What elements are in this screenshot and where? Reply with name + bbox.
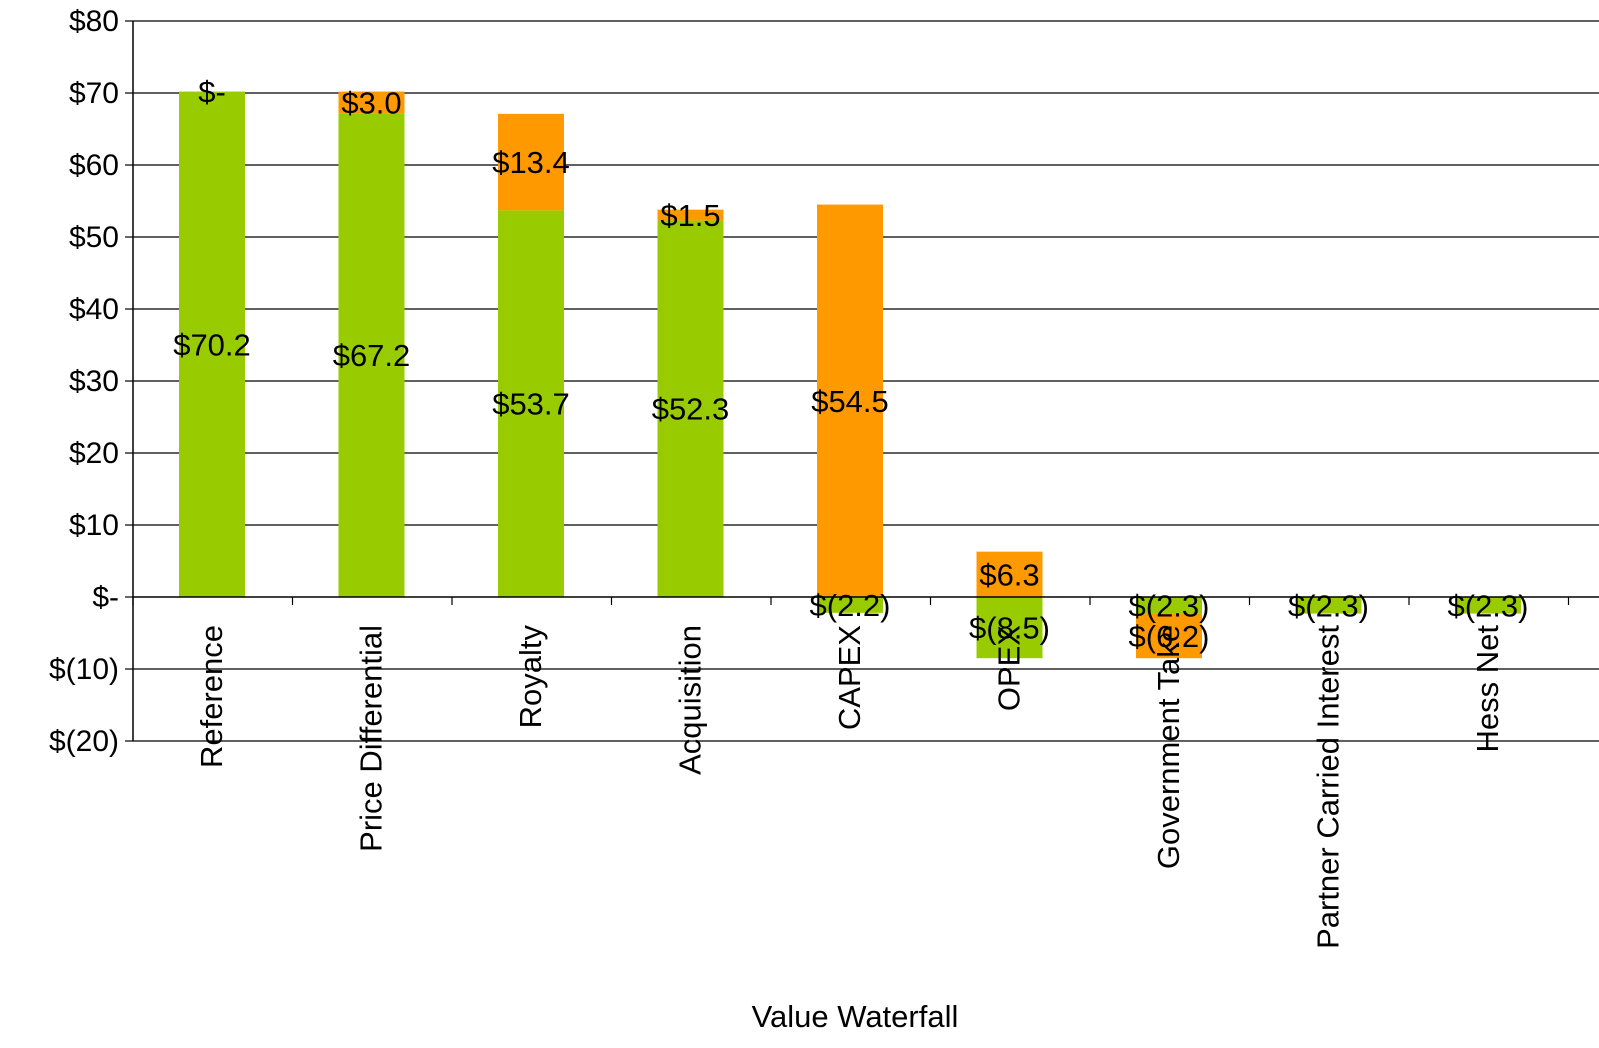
bar-segment [976,551,1043,597]
bar-segment [179,91,245,597]
category-label: Partner Carried Interest [1311,625,1346,949]
category-label: Reference [194,625,229,768]
data-label: $(2.3) [1129,588,1210,623]
x-axis-title: Value Waterfall [752,999,959,1034]
data-labels: $70.2 $- $67.2 $3.0 $53.7 $13.4 $52.3 $1.5 $(2.2… [173,75,1528,654]
data-label: $54.5 [811,384,889,419]
data-label: $(6.2) [1129,619,1210,654]
y-tick-label: $(10) [49,653,119,686]
category-label: Hess Net [1470,625,1505,753]
data-label: $70.2 [173,327,251,362]
bar-segment [498,113,564,211]
data-label: $53.7 [492,387,570,422]
bar-segment [1136,597,1202,614]
y-tick-label: $30 [69,365,119,398]
category-label: Acquisition [673,625,708,775]
bar-segment [1295,597,1362,614]
data-label: $(2.2) [810,588,891,623]
bar-segment [657,220,724,597]
data-label: $(2.3) [1448,588,1529,623]
data-label: $52.3 [652,392,730,427]
category-labels: Reference Price Differential Royalty Acquis… [194,625,1505,949]
data-label: $67.2 [333,338,411,373]
data-label: $13.4 [492,145,570,180]
y-tick-label: $80 [69,5,119,38]
category-label: Price Differential [354,625,389,852]
bar-segment [1136,613,1202,659]
y-tick-label: $40 [69,293,119,326]
y-tick-label: $10 [69,509,119,542]
bars [179,91,1521,659]
data-label: $(2.3) [1288,588,1369,623]
bar-segment [338,113,405,597]
data-label: $(8.5) [969,611,1050,646]
bar-segment [817,204,883,597]
category-label: OPEX [992,625,1027,711]
y-tick-labels: $80 $70 $60 $50 $40 $30 $20 $10 $- $(10) $(20) [49,5,119,758]
data-label: $1.5 [660,198,720,233]
bar-segment [976,597,1043,659]
data-label: $6.3 [979,557,1039,592]
data-label: $- [198,75,226,110]
bar-segment [817,597,883,613]
bar-segment [338,91,405,114]
category-label: CAPEX [832,625,867,730]
bar-segment [1455,597,1521,614]
category-label: Government Take [1151,625,1186,869]
category-label: Royalty [513,625,548,729]
y-tick-label: $(20) [49,725,119,758]
bar-segment [498,210,564,598]
y-tick-label: $20 [69,437,119,470]
y-tick-label: $- [92,581,119,614]
y-tick-label: $70 [69,77,119,110]
data-label: $3.0 [341,85,401,120]
axes [125,20,1599,742]
y-tick-label: $60 [69,149,119,182]
y-tick-label: $50 [69,221,119,254]
bar-segment [657,209,724,221]
